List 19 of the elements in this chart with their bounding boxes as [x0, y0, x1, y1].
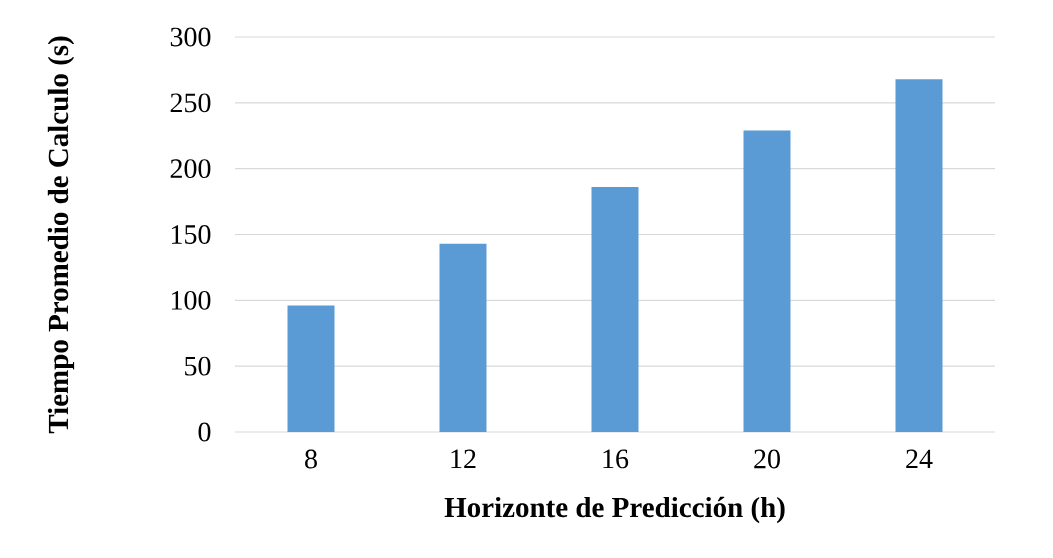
y-tick-label: 300: [170, 27, 211, 47]
y-tick-label: 150: [171, 225, 211, 244]
y-tick-label: 250: [170, 93, 211, 113]
x-tick-label: 24: [906, 449, 933, 469]
y-tick-label: 100: [171, 290, 211, 310]
x-tick-label: 8: [305, 449, 317, 469]
y-axis-title: Tiempo Promedio de Calculo (s): [47, 36, 75, 434]
x-axis-title: Horizonte de Predicción (h): [444, 496, 785, 524]
bar: [287, 305, 335, 432]
x-tick-label: 16: [603, 449, 629, 469]
bar: [895, 79, 943, 432]
x-tick-label: 20: [754, 449, 780, 469]
bar: [591, 187, 639, 432]
bar: [743, 130, 791, 432]
x-tick-label: 12: [451, 449, 476, 469]
y-tick-label: 50: [185, 356, 211, 376]
y-tick-label: 200: [170, 159, 211, 179]
bar: [439, 243, 487, 432]
y-tick-label: 0: [198, 422, 211, 442]
